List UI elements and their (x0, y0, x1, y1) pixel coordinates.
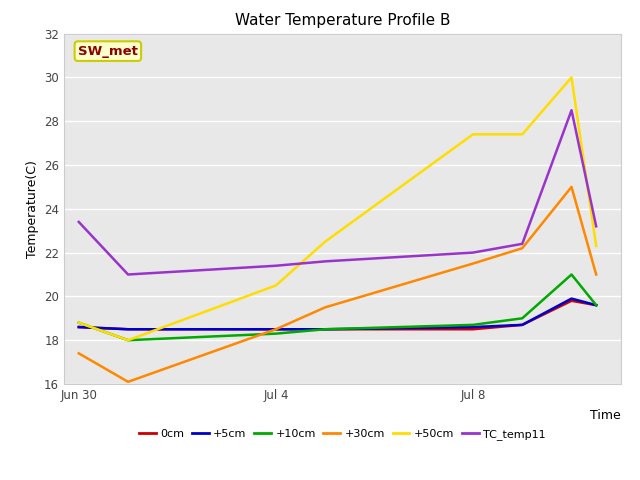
Title: Water Temperature Profile B: Water Temperature Profile B (235, 13, 450, 28)
Text: SW_met: SW_met (78, 45, 138, 58)
Text: Time: Time (590, 408, 621, 421)
Y-axis label: Temperature(C): Temperature(C) (26, 160, 38, 258)
Legend: 0cm, +5cm, +10cm, +30cm, +50cm, TC_temp11: 0cm, +5cm, +10cm, +30cm, +50cm, TC_temp1… (134, 425, 550, 444)
